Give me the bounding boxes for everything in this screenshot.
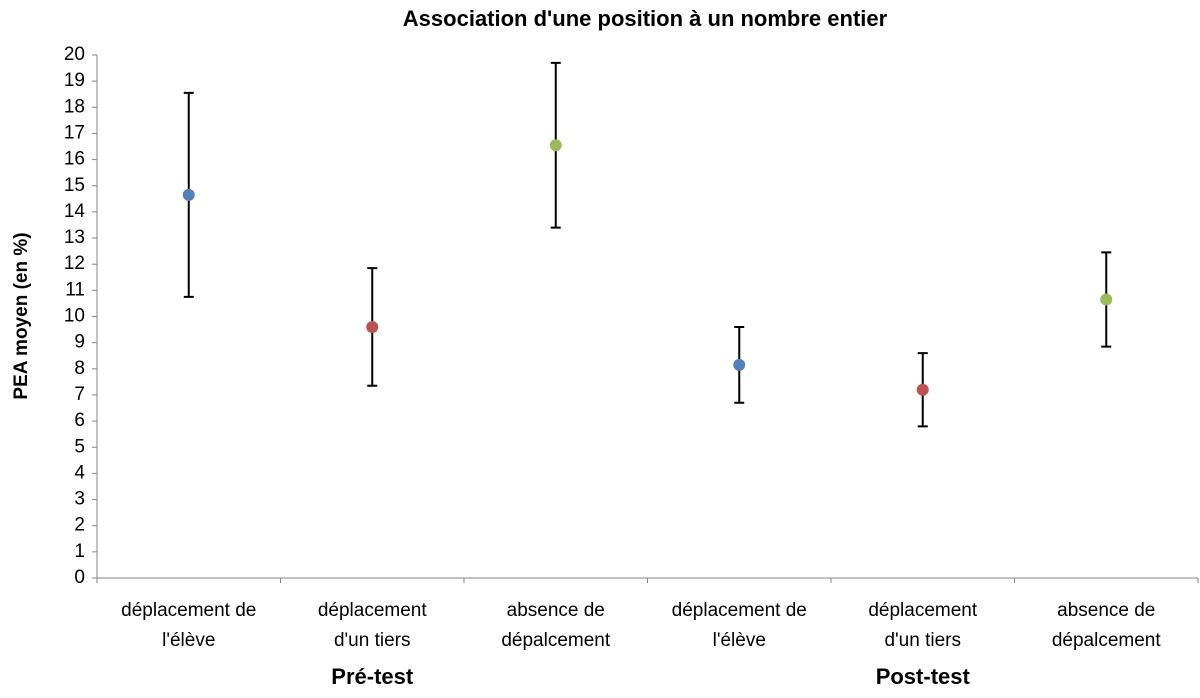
y-tick-label: 0 [74, 567, 85, 588]
group-label: Post-test [876, 664, 971, 689]
group-label: Pré-test [331, 664, 414, 689]
y-tick-label: 18 [64, 96, 85, 117]
y-tick-label: 1 [74, 541, 85, 562]
x-tick-label: absence de [507, 600, 605, 621]
x-tick-label: déplacement [318, 600, 428, 621]
y-tick-label: 11 [65, 279, 85, 300]
y-tick-label: 19 [64, 70, 85, 91]
x-tick-label: l'élève [162, 630, 215, 651]
y-tick-label: 16 [64, 149, 85, 170]
x-tick-label: déplacement de [672, 600, 807, 621]
y-tick-label: 14 [64, 201, 86, 222]
y-tick-label: 3 [74, 489, 85, 510]
data-point [366, 320, 379, 333]
x-tick-label: d'un tiers [334, 630, 411, 651]
x-tick-label: absence de [1057, 600, 1155, 621]
chart-title: Association d'une position à un nombre e… [403, 6, 888, 31]
y-tick-label: 5 [74, 436, 85, 457]
y-tick-label: 4 [74, 462, 85, 483]
x-tick-label: dépalcement [1052, 630, 1162, 651]
y-tick-label: 6 [74, 410, 85, 431]
y-tick-label: 13 [64, 227, 85, 248]
data-point [549, 139, 562, 152]
y-tick-label: 7 [74, 384, 85, 405]
y-tick-label: 10 [64, 306, 85, 327]
data-point [182, 188, 195, 201]
y-tick-label: 8 [74, 358, 85, 379]
y-tick-label: 17 [64, 122, 85, 143]
data-point [733, 358, 746, 371]
data-point [1100, 293, 1113, 306]
y-axis-label: PEA moyen (en %) [11, 232, 32, 399]
x-tick-label: déplacement de [121, 600, 256, 621]
y-tick-label: 2 [74, 515, 85, 536]
x-tick-label: déplacement [868, 600, 978, 621]
y-tick-label: 20 [64, 44, 85, 65]
y-tick-label: 12 [64, 253, 85, 274]
y-tick-label: 15 [64, 175, 85, 196]
x-tick-label: d'un tiers [884, 630, 961, 651]
x-tick-label: l'élève [713, 630, 766, 651]
y-tick-label: 9 [74, 332, 85, 353]
data-point [916, 383, 929, 396]
x-tick-label: dépalcement [501, 630, 611, 651]
